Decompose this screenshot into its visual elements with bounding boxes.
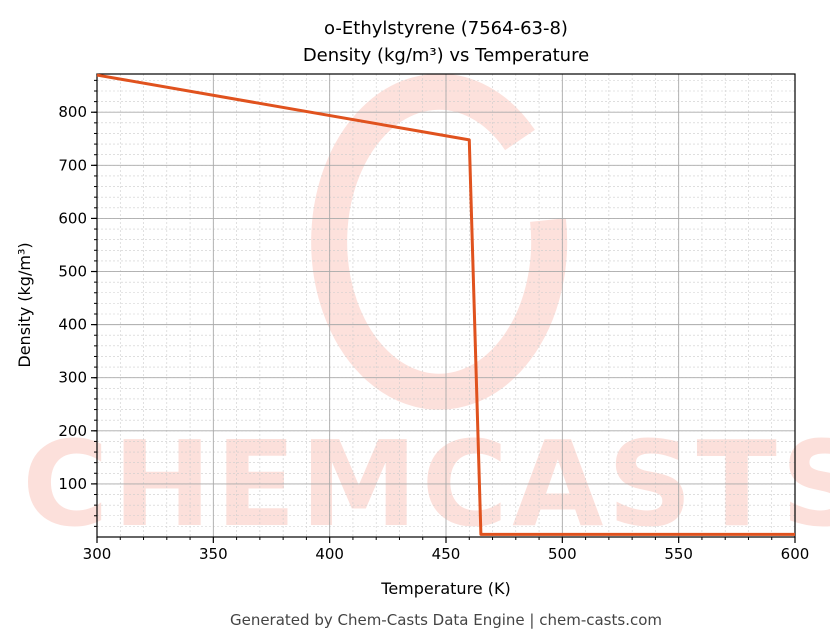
density-line xyxy=(96,73,795,536)
y-tick-label: 600 xyxy=(58,209,87,227)
x-tick-label: 450 xyxy=(432,545,461,563)
x-tick-label: 300 xyxy=(83,545,112,563)
y-tick-label: 500 xyxy=(58,263,87,281)
plot-frame xyxy=(96,73,796,538)
y-tick-label: 200 xyxy=(58,422,87,440)
footer: Generated by Chem-Casts Data Engine | ch… xyxy=(230,611,662,629)
y-tick-label: 800 xyxy=(58,103,87,121)
series xyxy=(96,73,795,536)
y-tick-label: 400 xyxy=(58,316,87,334)
chart-title: o-Ethylstyrene (7564-63-8) xyxy=(324,18,568,39)
axes: 300 350 400 450 500 550 600 100 200 300 400 500 600 7… xyxy=(58,73,810,563)
y-tick-label: 300 xyxy=(58,369,87,387)
y-axis-label: Density (kg/m³) xyxy=(15,242,34,367)
x-tick-label: 600 xyxy=(781,545,810,563)
x-tick-label: 400 xyxy=(315,545,344,563)
y-tick-label: 100 xyxy=(58,475,87,493)
x-tick-label: 500 xyxy=(548,545,577,563)
x-tick-label: 350 xyxy=(199,545,228,563)
x-tick-label: 550 xyxy=(664,545,693,563)
y-tick-label: 700 xyxy=(58,156,87,174)
chart-subtitle: Density (kg/m³) vs Temperature xyxy=(303,45,589,66)
x-axis-label: Temperature (K) xyxy=(380,579,510,598)
